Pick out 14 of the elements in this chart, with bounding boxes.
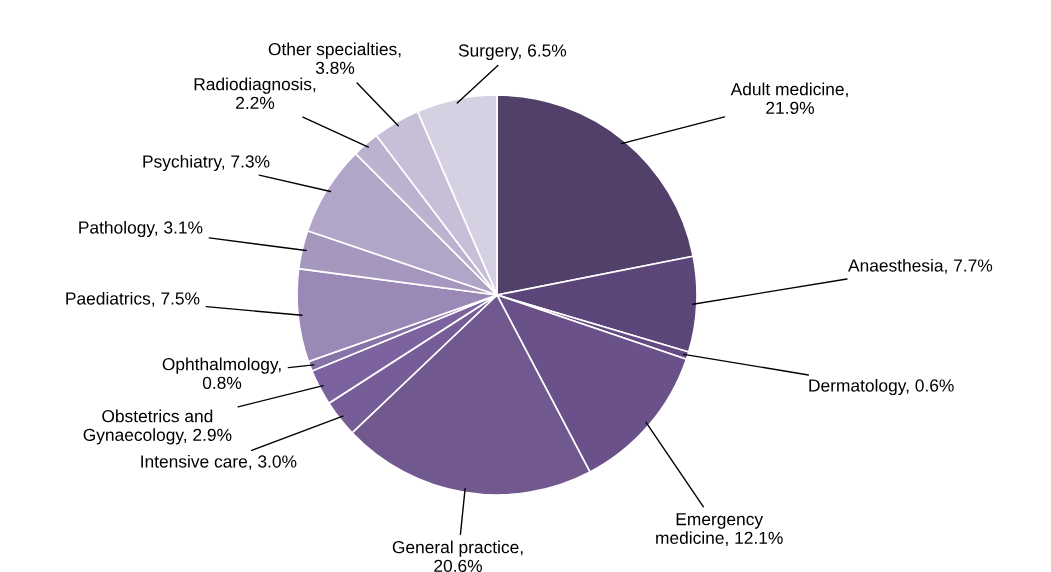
slice-label: General practice, 20.6%	[392, 540, 523, 572]
slice-label: Obstetrics and Gynaecology, 2.9%	[83, 409, 232, 445]
slice-label: Intensive care, 3.0%	[141, 454, 297, 470]
slice-label: Psychiatry, 7.3%	[143, 154, 270, 172]
slice-label: Anaesthesia, 7.7%	[848, 258, 993, 274]
slice-label: Other specialties, 3.8%	[268, 42, 401, 75]
slice-label: Ophthalmology, 0.8%	[162, 357, 281, 390]
slice-label: Paediatrics, 7.5%	[66, 291, 200, 307]
slice-label: Adult medicine, 21.9%	[730, 82, 848, 115]
slice-label: Surgery, 6.5%	[458, 44, 567, 61]
slice-label: Dermatology, 0.6%	[809, 378, 954, 396]
slice-label: Radiodiagnosis, 2.2%	[194, 77, 316, 109]
slice-label: Emergency medicine, 12.1%	[656, 513, 783, 547]
slice-label: Pathology, 3.1%	[79, 220, 203, 238]
